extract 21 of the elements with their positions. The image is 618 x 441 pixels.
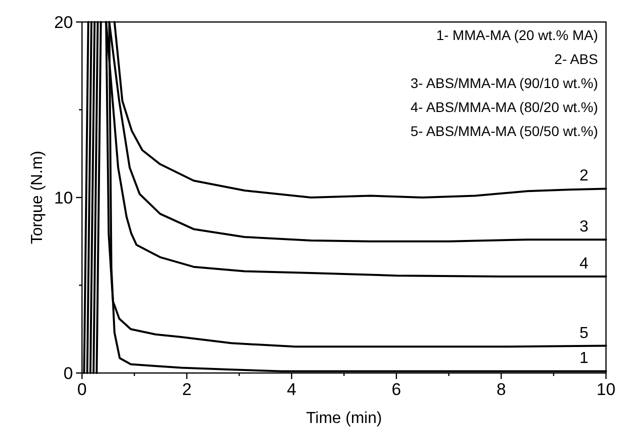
x-tick-label: 2 — [182, 380, 192, 399]
x-axis-title: Time (min) — [306, 410, 382, 427]
y-tick-label: 0 — [64, 364, 73, 383]
series-label: 3 — [580, 218, 589, 236]
series-label: 1 — [580, 350, 589, 368]
series-label: 5 — [580, 324, 589, 342]
y-tick-label: 10 — [54, 188, 73, 208]
annotation: 2- ABS — [554, 51, 598, 67]
x-tick-label: 10 — [596, 380, 616, 399]
y-axis-title: Torque (N.m) — [29, 150, 46, 244]
annotation: 3- ABS/MMA-MA (90/10 wt.%) — [410, 75, 598, 91]
x-tick-label: 8 — [496, 380, 506, 399]
x-tick-label: 0 — [77, 380, 87, 399]
x-tick-label: 4 — [286, 380, 296, 399]
x-tick-label: 6 — [392, 380, 402, 399]
series-label: 4 — [580, 255, 589, 272]
y-tick-label: 20 — [54, 13, 73, 32]
annotation: 5- ABS/MMA-MA (50/50 wt.%) — [410, 123, 598, 139]
annotation: 1- MMA-MA (20 wt.% MA) — [436, 27, 598, 43]
series-label: 2 — [580, 168, 589, 185]
annotation: 4- ABS/MMA-MA (80/20 wt.%) — [410, 99, 598, 115]
